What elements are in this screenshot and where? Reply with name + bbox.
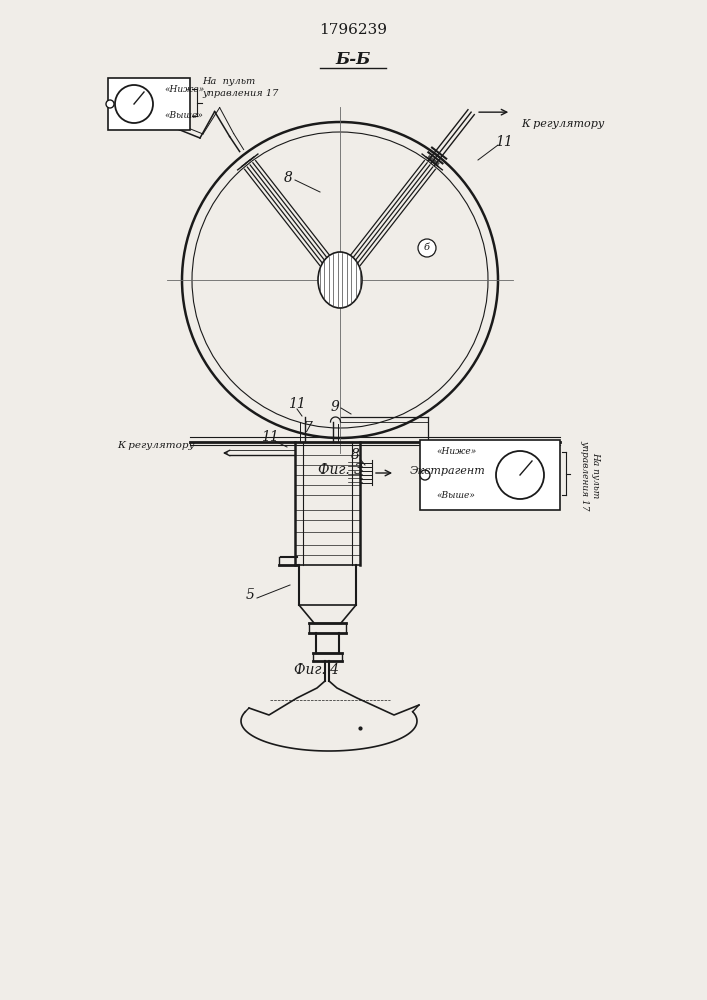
Text: 8: 8 — [284, 171, 293, 185]
Text: 11: 11 — [288, 397, 306, 411]
Circle shape — [418, 239, 436, 257]
Text: Экстрагент: Экстрагент — [410, 466, 486, 476]
Text: Фиг. 4: Фиг. 4 — [295, 663, 339, 677]
Text: На  пульт: На пульт — [202, 78, 255, 87]
FancyBboxPatch shape — [420, 440, 560, 510]
Text: На пульт
управления 17: На пульт управления 17 — [580, 440, 600, 510]
Circle shape — [106, 100, 114, 108]
Ellipse shape — [318, 252, 362, 308]
Text: 7: 7 — [303, 421, 312, 435]
Text: управления 17: управления 17 — [202, 90, 279, 99]
Text: 5: 5 — [245, 588, 255, 602]
Text: «Выше»: «Выше» — [436, 490, 475, 499]
Text: 9: 9 — [331, 400, 339, 414]
Text: 11: 11 — [495, 135, 513, 149]
Text: 1796239: 1796239 — [319, 23, 387, 37]
Text: «Выше»: «Выше» — [164, 111, 203, 120]
Text: К регулятору: К регулятору — [521, 119, 604, 129]
Text: К регулятору: К регулятору — [117, 440, 195, 450]
Text: «Ниже»: «Ниже» — [164, 85, 204, 94]
Circle shape — [420, 470, 430, 480]
Text: Б-Б: Б-Б — [335, 51, 370, 68]
Circle shape — [115, 85, 153, 123]
Text: «Ниже»: «Ниже» — [436, 448, 477, 456]
Text: б: б — [424, 243, 430, 252]
Text: 8: 8 — [351, 448, 359, 462]
Circle shape — [496, 451, 544, 499]
FancyBboxPatch shape — [108, 78, 190, 130]
Text: Фиг. 3: Фиг. 3 — [317, 463, 363, 477]
Text: 11: 11 — [261, 430, 279, 444]
